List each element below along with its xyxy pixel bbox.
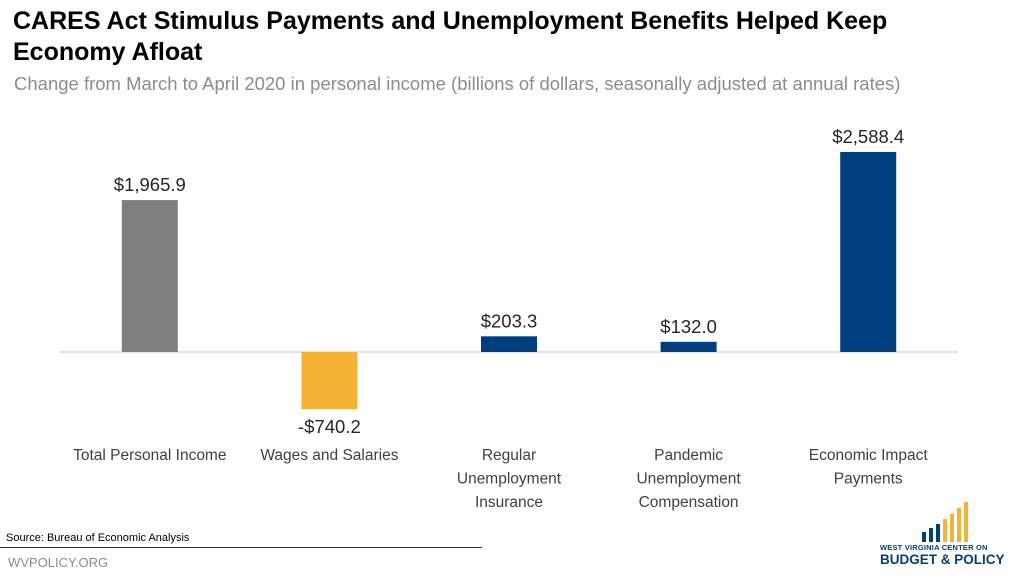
bar-0 xyxy=(121,200,178,352)
bar-chart: $1,965.9 Total Personal Income -$740.2 Wage… xyxy=(60,126,958,511)
data-label-3: $132.0 xyxy=(660,316,717,337)
bar-3 xyxy=(660,341,717,352)
bar-4 xyxy=(840,152,897,352)
data-label-0: $1,965.9 xyxy=(114,174,186,195)
source-divider xyxy=(0,547,482,548)
logo-bars-icon xyxy=(922,502,968,542)
bar-2 xyxy=(481,336,537,352)
category-label-2: Regular Unemployment Insurance xyxy=(457,447,562,511)
source-note: Source: Bureau of Economic Analysis xyxy=(6,532,190,544)
chart-title: CARES Act Stimulus Payments and Unemploy… xyxy=(13,7,888,66)
logo-line-2: BUDGET & POLICY xyxy=(880,552,1005,567)
chart-subtitle: Change from March to April 2020 in perso… xyxy=(14,73,901,94)
data-label-4: $2,588.4 xyxy=(832,126,904,147)
category-label-3: Pandemic Unemployment Compensation xyxy=(636,447,741,511)
website-label: WVPOLICY.ORG xyxy=(8,555,109,570)
category-label-4: Economic Impact Payments xyxy=(809,447,929,488)
category-label-1: Wages and Salaries xyxy=(260,447,398,464)
category-label-0: Total Personal Income xyxy=(73,447,226,464)
data-label-2: $203.3 xyxy=(481,310,538,331)
bar-1 xyxy=(301,352,358,410)
data-label-1: -$740.2 xyxy=(298,416,361,437)
wv-center-logo: WEST VIRGINIA CENTER ON BUDGET & POLICY xyxy=(880,502,1020,574)
logo-line-1: WEST VIRGINIA CENTER ON xyxy=(880,543,988,552)
